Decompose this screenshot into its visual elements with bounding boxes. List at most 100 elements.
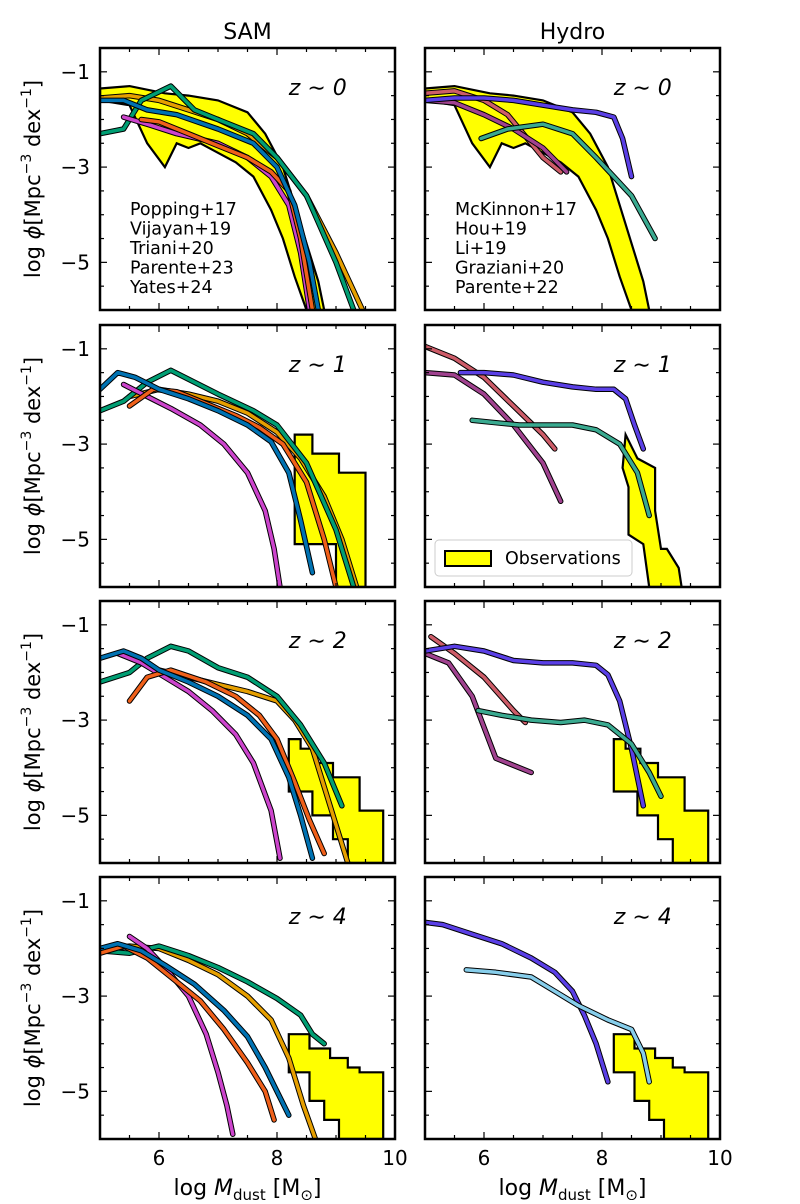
legend-entry-parente-23: Parente+23 [130,259,234,279]
plot-area [425,84,658,310]
x-axis-label-part: ] [638,1176,647,1200]
y-axis-label-part: log [21,239,45,278]
series-line-hou-19 [458,370,646,451]
series-line-vijayan-19 [100,944,326,1046]
x-tick-label: 6 [153,1146,166,1170]
series-line-parente-22 [425,98,569,174]
y-axis-label-part: ] [21,909,45,917]
panel-2-sam: z ∼ 1 −1 −3 −5 log ϕ[Mpc−3 dex−1] [19,323,397,589]
series-outline-vijayan-19 [100,943,327,1047]
series-outline-hou-19 [425,919,611,1085]
observations-region [287,1033,385,1139]
redshift-label: z ∼ 1 [288,353,347,378]
redshift-label: z ∼ 0 [288,76,347,101]
series-line-mckinnon-17 [425,89,563,174]
x-axis-label-part: ] [313,1176,322,1200]
plot-area [100,83,366,310]
y-axis-label-part: ] [21,357,45,365]
x-axis-label-part: dust [558,1186,591,1200]
legend-entry-yates-24: Yates+24 [129,278,213,298]
series-line-yates-24 [100,370,315,575]
y-axis-label-part: log [21,1068,45,1107]
legend-entry-parente-22: Parente+22 [455,278,559,298]
series-line-hou-19 [425,920,610,1084]
y-axis-label-part: −3 [19,707,35,728]
y-axis-label-part: −3 [19,154,35,175]
series-line-hou-19 [425,96,634,179]
x-tick-label: 8 [271,1146,284,1170]
series-outline-parente-22 [425,369,564,505]
legend-entry-li-19: Li+19 [455,239,507,259]
series-line-yates-24 [100,941,291,1117]
x-axis-label-part: [M [591,1176,626,1200]
y-axis-label-part: dex [21,662,45,707]
legend-entry-graziani-20: Graziani+20 [455,259,564,279]
plot-area [425,343,683,587]
series-line-yates-24 [100,649,315,860]
y-tick-label: −1 [61,60,90,84]
x-axis-label-part: ⊙ [625,1186,638,1200]
y-axis-label-part: ϕ [21,1054,45,1068]
redshift-label: z ∼ 2 [288,629,347,654]
series-line-parente-22 [425,370,563,504]
y-axis-label: log ϕ[Mpc−3 dex−1] [19,357,45,555]
series-line-li-19 [470,418,651,518]
series-line-triani-20 [115,651,282,860]
x-tick-label: 10 [707,1146,732,1170]
y-tick-label: −5 [61,527,90,551]
series-line-triani-20 [121,382,282,587]
y-axis-label-part: −3 [19,983,35,1004]
series-line-triani-20 [127,934,235,1136]
legend-entry-popping-17: Popping+17 [130,200,237,220]
x-tick-label: 8 [596,1146,609,1170]
x-axis-label-part: M [539,1176,558,1200]
y-axis-label-part: dex [21,109,45,154]
panel-frame [423,875,722,1141]
series-line-vijayan-19 [100,368,356,587]
legend-entry-mckinnon-17: McKinnon+17 [455,200,577,220]
plot-area [425,919,710,1139]
observations-region [612,1033,710,1139]
y-tick-label: −3 [61,155,90,179]
x-axis-label: log Mdust [M⊙] [174,1176,322,1200]
y-tick-label: −3 [61,984,90,1008]
x-axis-label-part: log [499,1176,540,1200]
y-tick-label: −3 [61,432,90,456]
y-axis-label-part: log [21,792,45,831]
series-line-parente-23 [127,668,326,856]
series-line-graziani-20 [464,968,651,1084]
y-tick-label: −5 [61,803,90,827]
y-axis-label-part: ϕ [21,225,45,239]
x-tick-label: 10 [382,1146,407,1170]
panel-frame [98,323,397,589]
panel-frame [98,46,397,312]
y-axis-label-part: [Mpc [21,727,45,778]
redshift-label: z ∼ 4 [288,905,347,930]
redshift-label: z ∼ 1 [613,353,672,378]
y-axis-label-part: −1 [19,365,35,386]
y-tick-label: −5 [61,1079,90,1103]
redshift-label: z ∼ 0 [613,76,672,101]
x-axis-label-part: [M [266,1176,301,1200]
legend-entry-vijayan-19: Vijayan+19 [130,220,231,240]
series-line-yates-24 [100,98,321,310]
series-line-hou-19 [425,644,646,808]
x-axis-label-part: dust [233,1186,266,1200]
series-line-mckinnon-17 [425,344,557,451]
panel-frame [423,323,722,589]
series-outline-parente-23 [100,943,277,1123]
y-axis-label-part: [Mpc [21,1003,45,1054]
redshift-label: z ∼ 4 [613,905,672,930]
y-tick-label: −5 [61,250,90,274]
panel-frame [98,599,397,865]
column-title-hydro: Hydro [540,20,606,45]
plot-area [100,643,385,863]
x-tick-label: 6 [478,1146,491,1170]
plot-area [100,367,367,587]
series-line-parente-22 [425,651,533,775]
y-axis-label-part: [Mpc [21,174,45,225]
panel-frame [423,46,722,312]
y-axis-label-part: ϕ [21,778,45,792]
